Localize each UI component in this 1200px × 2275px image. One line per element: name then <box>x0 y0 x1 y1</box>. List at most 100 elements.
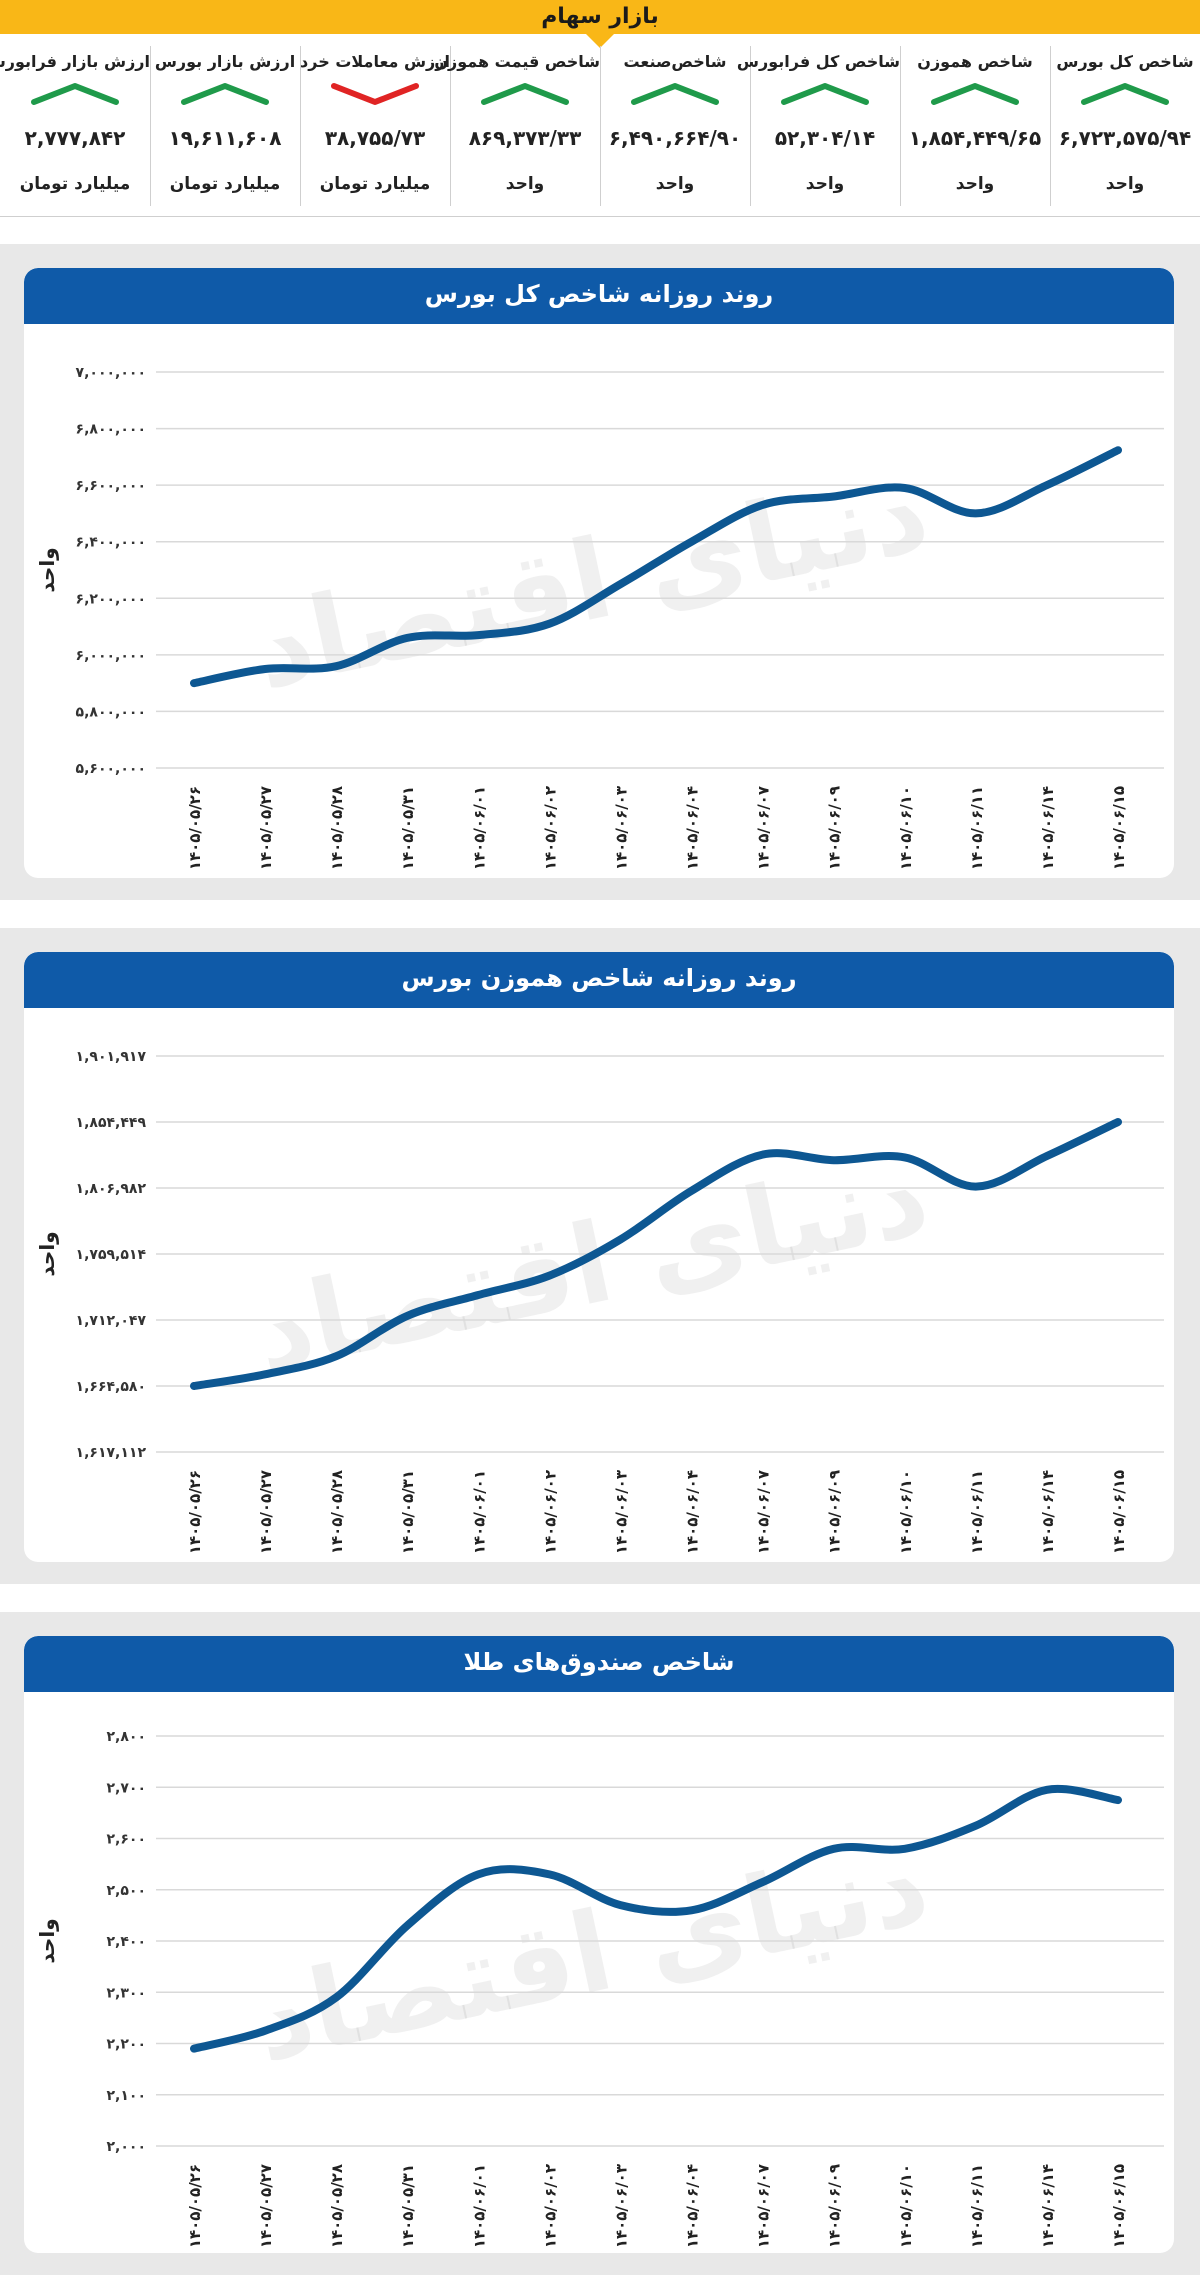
x-tick-label: ۱۴۰۵/۰۵/۲۸ <box>328 786 346 870</box>
y-tick-label: ۱,۸۰۶,۹۸۲ <box>76 1181 147 1197</box>
y-tick-label: ۱,۶۶۴,۵۸۰ <box>76 1379 146 1395</box>
ticker-unit: میلیارد تومان <box>319 174 431 194</box>
ticker-strip: شاخص کل بورس ۶,۷۲۳,۵۷۵/۹۴ واحد شاخص هموزن ۱,… <box>0 40 1200 210</box>
page-title: بازار سهام <box>541 4 659 29</box>
x-tick-label: ۱۴۰۵/۰۶/۰۳ <box>612 786 630 870</box>
y-tick-label: ۵,۶۰۰,۰۰۰ <box>76 761 146 777</box>
x-tick-label: ۱۴۰۵/۰۶/۰۷ <box>755 1470 773 1554</box>
x-tick-label: ۱۴۰۵/۰۶/۰۳ <box>612 2164 630 2248</box>
x-tick-label: ۱۴۰۵/۰۶/۰۱ <box>470 786 488 870</box>
watermark: دنیای اقتصاد <box>243 1131 939 1398</box>
ticker-value: ۱۹,۶۱۱,۶۰۸ <box>168 126 282 150</box>
ticker-unit: واحد <box>805 174 845 194</box>
x-tick-label: ۱۴۰۵/۰۵/۲۸ <box>328 2164 346 2248</box>
y-tick-label: ۶,۶۰۰,۰۰۰ <box>76 478 146 494</box>
x-tick-label: ۱۴۰۵/۰۶/۱۰ <box>897 1470 915 1554</box>
x-tick-label: ۱۴۰۵/۰۶/۱۰ <box>897 2164 915 2248</box>
x-tick-label: ۱۴۰۵/۰۶/۱۱ <box>968 2164 986 2248</box>
trend-up-icon <box>631 83 719 105</box>
x-tick-label: ۱۴۰۵/۰۶/۱۵ <box>1110 2164 1128 2248</box>
x-tick-label: ۱۴۰۵/۰۶/۰۳ <box>612 1470 630 1554</box>
header-notch <box>586 34 614 48</box>
y-tick-label: ۱,۷۱۲,۰۴۷ <box>76 1313 147 1329</box>
ticker-separator <box>300 46 301 206</box>
x-tick-label: ۱۴۰۵/۰۵/۳۱ <box>399 786 417 870</box>
series-line <box>190 446 1122 688</box>
x-tick-label: ۱۴۰۵/۰۵/۲۶ <box>186 1470 204 1554</box>
trend-up-icon <box>931 83 1019 105</box>
trend-up-icon <box>181 83 269 105</box>
x-tick-label: ۱۴۰۵/۰۶/۰۷ <box>755 786 773 870</box>
chart-title: روند روزانه شاخص هموزن بورس <box>401 964 797 992</box>
chart-card-total-index: روند روزانه شاخص کل بورس دنیای اقتصاد ۵,۶… <box>24 268 1174 878</box>
y-tick-label: ۲,۵۰۰ <box>107 1883 147 1899</box>
y-tick-label: ۲,۳۰۰ <box>107 1985 147 2001</box>
x-tick-label: ۱۴۰۵/۰۵/۲۷ <box>257 2164 275 2248</box>
ticker-unit: میلیارد تومان <box>19 174 131 194</box>
x-tick-label: ۱۴۰۵/۰۵/۲۸ <box>328 1470 346 1554</box>
ticker-item: شاخص هموزن ۱,۸۵۴,۴۴۹/۶۵ واحد <box>900 40 1050 210</box>
ticker-separator <box>900 46 901 206</box>
x-tick-label: ۱۴۰۵/۰۶/۰۷ <box>755 2164 773 2248</box>
x-tick-label: ۱۴۰۵/۰۶/۰۹ <box>826 786 844 870</box>
ticker-value: ۶,۴۹۰,۶۶۴/۹۰ <box>608 126 742 150</box>
x-tick-label: ۱۴۰۵/۰۶/۰۹ <box>826 2164 844 2248</box>
x-tick-label: ۱۴۰۵/۰۶/۰۲ <box>541 786 559 870</box>
ticker-item: ارزش بازار فرابورس ۲,۷۷۷,۸۴۲ میلیارد تومان <box>0 40 150 210</box>
chart-gold-funds-index: دنیای اقتصاد ۲,۰۰۰ ۲,۱۰۰ ۲,۲۰۰ ۲,۳۰۰ ۲,۴۰۰ ۲,۵… <box>35 1729 1164 2248</box>
y-axis-label: واحد <box>35 1918 59 1963</box>
ticker-separator <box>750 46 751 206</box>
y-tick-label: ۱,۶۱۷,۱۱۲ <box>76 1445 147 1461</box>
y-axis-label: واحد <box>35 1231 59 1276</box>
ticker-unit: واحد <box>955 174 995 194</box>
ticker-name: شاخص کل فرابورس <box>736 52 900 71</box>
ticker-item: ارزش معاملات خرد ۳۸,۷۵۵/۷۳ میلیارد تومان <box>300 40 450 210</box>
ticker-separator <box>1050 46 1051 206</box>
y-tick-label: ۶,۸۰۰,۰۰۰ <box>76 422 146 438</box>
x-tick-label: ۱۴۰۵/۰۵/۲۶ <box>186 786 204 870</box>
x-tick-label: ۱۴۰۵/۰۶/۱۴ <box>1039 2164 1057 2248</box>
x-tick-label: ۱۴۰۵/۰۶/۰۱ <box>470 1470 488 1554</box>
y-tick-label: ۲,۴۰۰ <box>107 1934 147 1950</box>
watermark: دنیای اقتصاد <box>243 447 939 714</box>
y-tick-label: ۵,۸۰۰,۰۰۰ <box>76 704 146 720</box>
y-tick-label: ۲,۶۰۰ <box>107 1832 147 1848</box>
series-line <box>190 1784 1122 2053</box>
chart-panel-total-index: روند روزانه شاخص کل بورس دنیای اقتصاد ۵,۶… <box>0 244 1200 900</box>
ticker-name: شاخص هموزن <box>917 52 1033 71</box>
y-tick-label: ۱,۷۵۹,۵۱۴ <box>76 1247 147 1263</box>
ticker-name: شاخص‌صنعت <box>623 52 727 71</box>
x-tick-label: ۱۴۰۵/۰۶/۰۱ <box>470 2164 488 2248</box>
ticker-unit: میلیارد تومان <box>169 174 281 194</box>
ticker-value: ۱,۸۵۴,۴۴۹/۶۵ <box>908 126 1042 150</box>
chart-card-gold-funds: شاخص صندوق‌های طلا دنیای اقتصاد ۲,۰۰۰ ۲,۱۰… <box>24 1636 1174 2253</box>
chart-title: شاخص صندوق‌های طلا <box>463 1648 735 1676</box>
series-line <box>190 1118 1122 1390</box>
y-tick-label: ۶,۲۰۰,۰۰۰ <box>76 591 146 607</box>
x-tick-label: ۱۴۰۵/۰۶/۱۴ <box>1039 1470 1057 1554</box>
ticker-value: ۳۸,۷۵۵/۷۳ <box>324 126 426 150</box>
ticker-item: شاخص‌صنعت ۶,۴۹۰,۶۶۴/۹۰ واحد <box>600 40 750 210</box>
ticker-unit: واحد <box>505 174 545 194</box>
chart-panel-gold-funds: شاخص صندوق‌های طلا دنیای اقتصاد ۲,۰۰۰ ۲,۱۰… <box>0 1612 1200 2275</box>
y-tick-label: ۲,۰۰۰ <box>107 2139 147 2155</box>
chart-card-equal-weight: روند روزانه شاخص هموزن بورس دنیای اقتصاد… <box>24 952 1174 1562</box>
ticker-name: ارزش بازار بورس <box>154 52 296 71</box>
x-tick-label: ۱۴۰۵/۰۶/۱۱ <box>968 1470 986 1554</box>
chart-header: شاخص صندوق‌های طلا <box>24 1636 1174 1692</box>
ticker-separator <box>600 46 601 206</box>
ticker-value: ۲,۷۷۷,۸۴۲ <box>24 126 126 150</box>
y-tick-label: ۲,۷۰۰ <box>107 1780 147 1796</box>
y-tick-label: ۲,۸۰۰ <box>107 1729 147 1745</box>
trend-up-icon <box>31 83 119 105</box>
x-tick-label: ۱۴۰۵/۰۶/۱۴ <box>1039 786 1057 870</box>
y-tick-label: ۱,۸۵۴,۴۴۹ <box>76 1115 147 1131</box>
y-axis-label: واحد <box>35 547 59 592</box>
y-tick-label: ۱,۹۰۱,۹۱۷ <box>76 1049 147 1065</box>
watermark: دنیای اقتصاد <box>243 1819 939 2086</box>
x-tick-label: ۱۴۰۵/۰۵/۲۶ <box>186 2164 204 2248</box>
x-tick-label: ۱۴۰۵/۰۵/۲۷ <box>257 1470 275 1554</box>
x-tick-label: ۱۴۰۵/۰۶/۰۴ <box>684 1470 702 1554</box>
x-tick-label: ۱۴۰۵/۰۵/۲۷ <box>257 786 275 870</box>
ticker-separator <box>450 46 451 206</box>
